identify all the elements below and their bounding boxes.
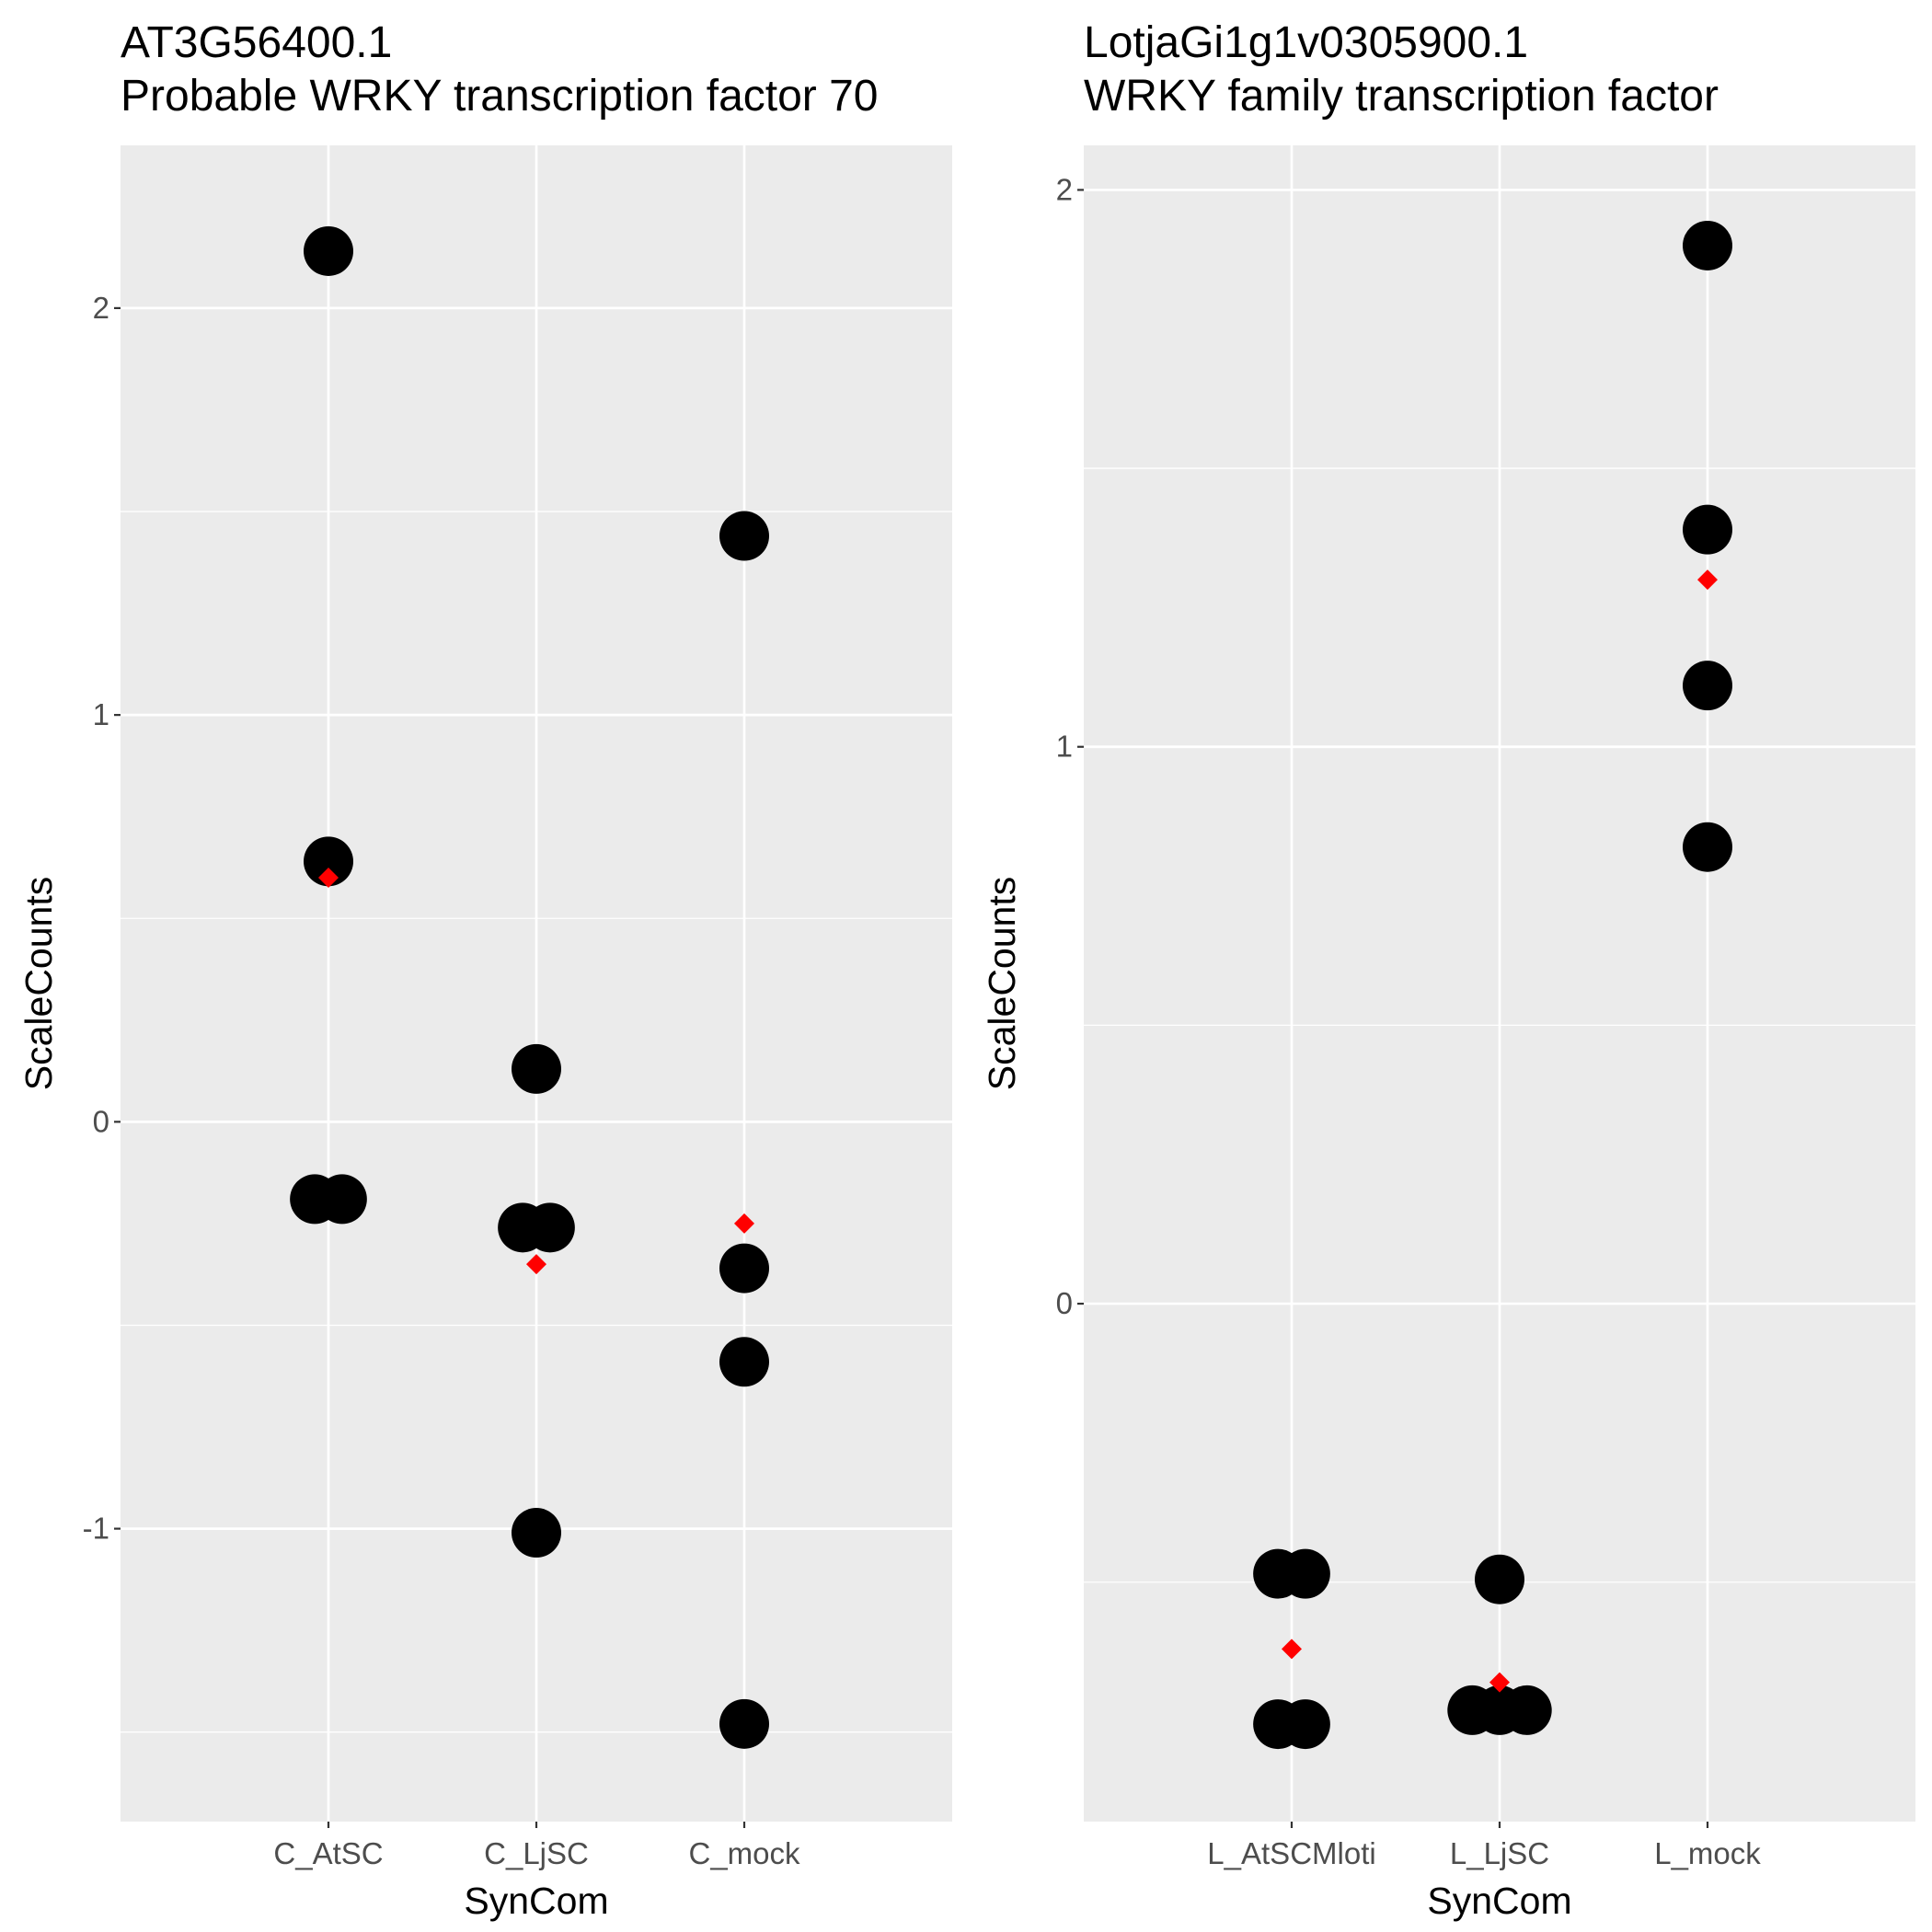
data-point [524, 1202, 575, 1253]
mean-marker [1489, 1672, 1510, 1693]
y-tick-label: 2 [1056, 172, 1073, 206]
x-tick-label: L_AtSCMloti [1207, 1836, 1375, 1870]
panel-2-grid [1084, 145, 1915, 1822]
data-point [512, 1043, 561, 1094]
mean-marker [1282, 1639, 1302, 1660]
panel-2-x-axis-title: SynCom [1427, 1880, 1571, 1922]
data-point [719, 1337, 769, 1387]
panel-2-title: LotjaGi1g1v0305900.1 [1084, 18, 1528, 67]
panel-2-subtitle: WRKY family transcription factor [1084, 72, 1719, 121]
data-point [1683, 661, 1732, 711]
panel-2: LotjaGi1g1v0305900.1 WRKY family transcr… [981, 18, 1915, 1922]
panel-2-x-axis: L_AtSCMloti L_LjSC L_mock [1207, 1822, 1761, 1870]
y-tick-label: 0 [1056, 1286, 1073, 1320]
y-tick-label: 1 [93, 697, 109, 731]
panel-1-x-axis-title: SynCom [464, 1880, 608, 1922]
panel-2-points [1253, 220, 1732, 1750]
panel-1-subtitle: Probable WRKY transcription factor 70 [121, 72, 879, 121]
data-point [316, 1174, 367, 1225]
mean-marker [734, 1213, 754, 1234]
data-point [304, 225, 353, 276]
data-point [1683, 504, 1732, 555]
panel-1: AT3G56400.1 Probable WRKY transcription … [17, 18, 952, 1922]
data-point [1683, 220, 1732, 270]
data-point [1280, 1548, 1330, 1599]
data-point [304, 836, 353, 887]
mean-marker [526, 1254, 546, 1275]
panel-1-points [290, 225, 769, 1749]
data-point [719, 1698, 769, 1749]
x-tick-label: L_mock [1654, 1836, 1761, 1870]
y-tick-label: 0 [93, 1104, 109, 1138]
x-tick-label: C_AtSC [273, 1836, 383, 1870]
panel-1-title: AT3G56400.1 [121, 18, 392, 67]
data-point [1475, 1554, 1524, 1604]
data-point [1280, 1699, 1330, 1750]
panel-1-y-axis: -1 0 1 2 [83, 291, 121, 1546]
data-point [1501, 1685, 1552, 1735]
data-point [719, 1243, 769, 1294]
y-tick-label: 2 [93, 291, 109, 325]
x-tick-label: C_mock [688, 1836, 800, 1870]
mean-marker [318, 868, 339, 889]
data-point [1683, 822, 1732, 872]
y-tick-label: 1 [1056, 730, 1073, 764]
data-point [719, 511, 769, 561]
y-tick-label: -1 [83, 1512, 109, 1546]
panel-1-y-axis-title: ScaleCounts [17, 877, 60, 1090]
x-tick-label: C_LjSC [484, 1836, 589, 1870]
data-point [512, 1508, 561, 1558]
x-tick-label: L_LjSC [1450, 1836, 1549, 1870]
mean-marker [1697, 569, 1718, 591]
panel-2-y-axis: 0 1 2 [1056, 172, 1084, 1320]
panel-1-x-axis: C_AtSC C_LjSC C_mock [273, 1822, 800, 1870]
panel-2-y-axis-title: ScaleCounts [981, 877, 1023, 1090]
